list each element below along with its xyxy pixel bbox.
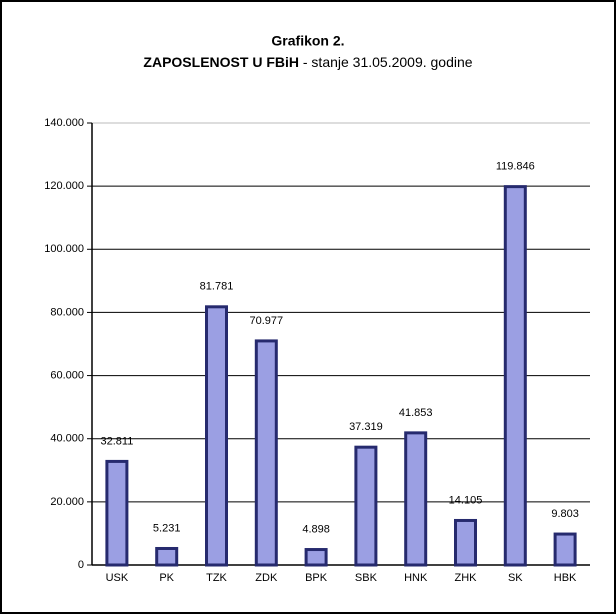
bar [553, 532, 577, 567]
y-tick-label: 100.000 [44, 243, 84, 255]
value-label: 37.319 [349, 421, 383, 433]
bar [354, 445, 378, 567]
x-tick-label: PK [159, 572, 174, 584]
value-label: 32.811 [100, 435, 133, 447]
x-tick-label: ZDK [255, 572, 278, 584]
x-tick-label: USK [106, 572, 129, 584]
bar [205, 305, 228, 567]
y-tick-label: 20.000 [50, 496, 84, 508]
value-label: 9.803 [551, 508, 579, 520]
value-label: 119.846 [496, 161, 535, 173]
y-tick-label: 60.000 [50, 369, 84, 381]
y-tick-label: 40.000 [50, 433, 84, 445]
y-tick-label: 140.000 [44, 117, 84, 129]
bar [454, 518, 477, 567]
y-tick-label: 120.000 [44, 180, 84, 192]
x-tick-label: HBK [554, 572, 577, 584]
subtitle-bold: ZAPOSLENOST U FBiH [143, 54, 299, 70]
y-tick-label: 80.000 [50, 306, 84, 318]
value-label: 5.231 [153, 522, 181, 534]
value-label: 14.105 [449, 494, 483, 506]
x-tick-label: SBK [355, 572, 378, 584]
x-tick-label: BPK [305, 572, 328, 584]
chart-title: Grafikon 2. [271, 33, 344, 49]
chart-subtitle: ZAPOSLENOST U FBiH - stanje 31.05.2009. … [143, 54, 472, 70]
x-tick-label: TZK [206, 572, 227, 584]
value-label: 41.853 [399, 407, 433, 419]
subtitle-rest: - stanje 31.05.2009. godine [299, 54, 473, 70]
x-tick-label: SK [508, 572, 523, 584]
bar [105, 459, 129, 567]
x-tick-label: HNK [404, 572, 428, 584]
bar [254, 339, 278, 567]
y-tick-label: 0 [78, 559, 84, 571]
x-tick-label: ZHK [455, 572, 478, 584]
bar [503, 185, 527, 567]
bar [404, 431, 428, 567]
value-label: 70.977 [249, 315, 283, 327]
bar [155, 546, 179, 567]
value-label: 81.781 [200, 281, 234, 293]
value-label: 4.898 [302, 523, 330, 535]
bar [304, 548, 328, 567]
